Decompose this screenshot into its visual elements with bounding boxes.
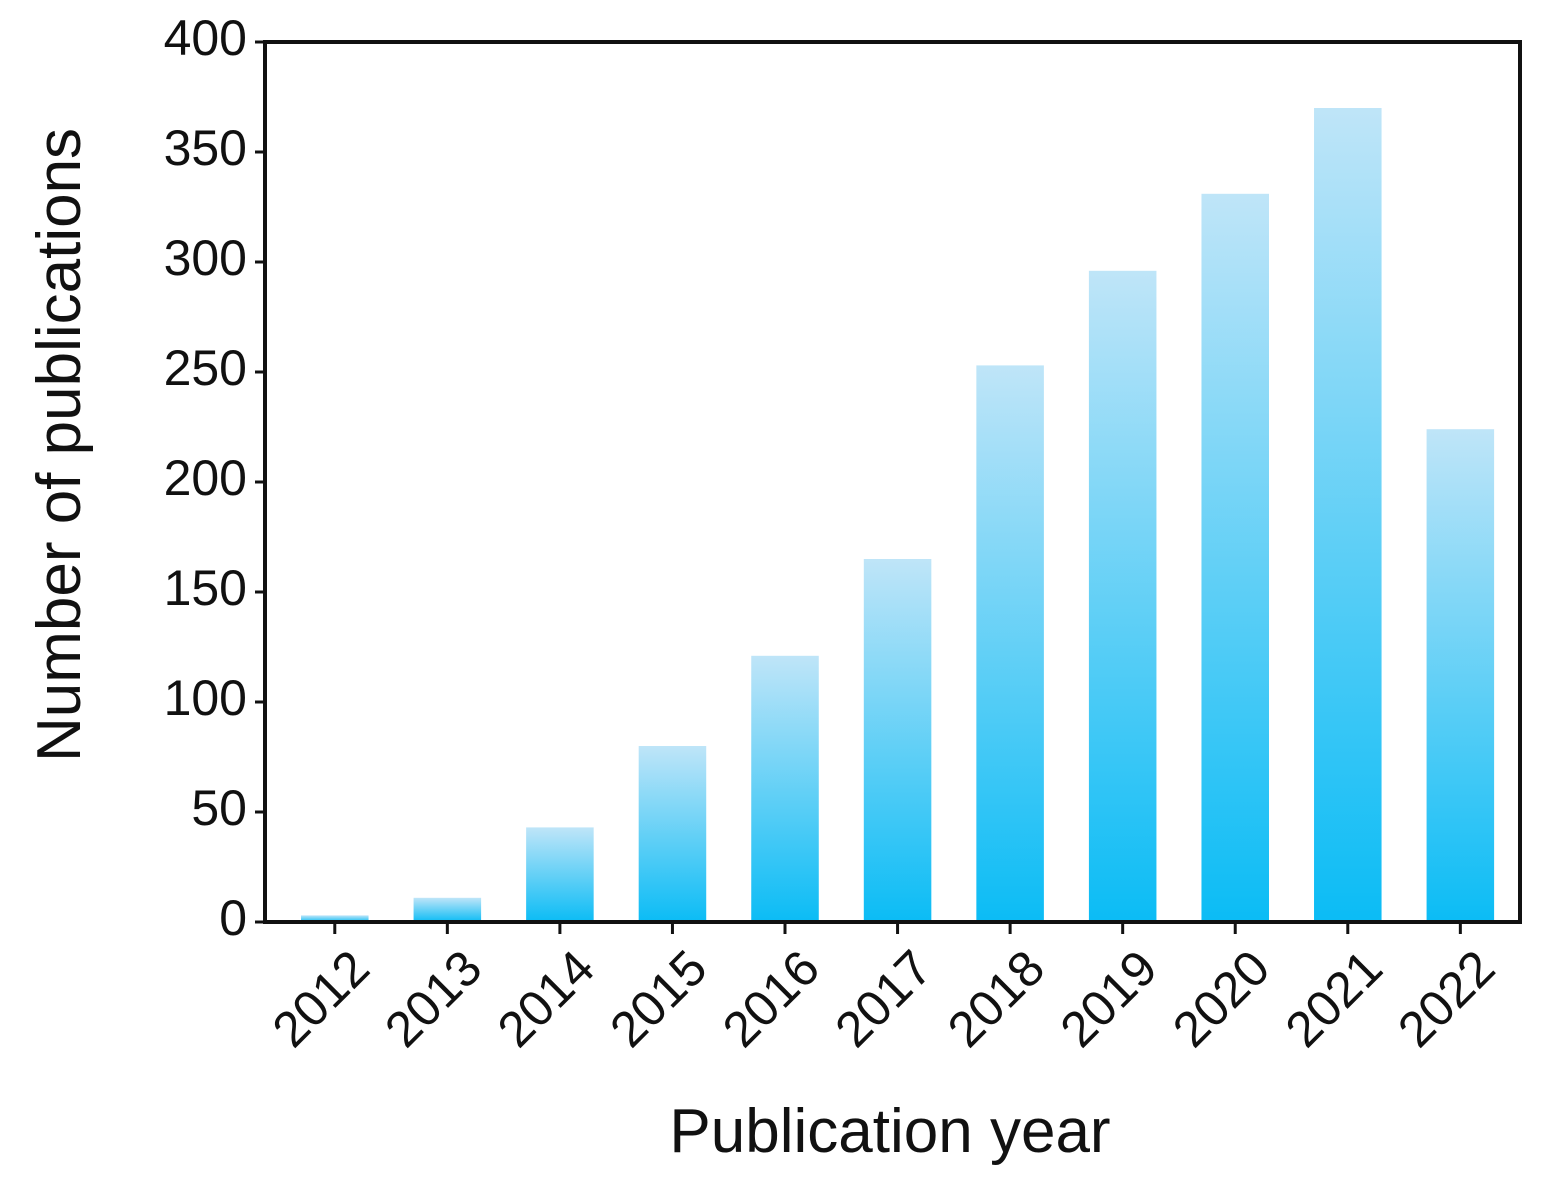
x-tick-label: 2020 — [1162, 940, 1280, 1058]
y-tick-label: 0 — [219, 890, 247, 946]
x-tick-label: 2016 — [712, 940, 830, 1058]
y-axis-title: Number of publications — [25, 128, 94, 762]
y-tick-label: 400 — [164, 10, 247, 66]
y-tick-label: 350 — [164, 120, 247, 176]
x-tick-label: 2022 — [1387, 940, 1505, 1058]
y-tick-label: 250 — [164, 340, 247, 396]
bar — [1426, 429, 1495, 922]
bar — [413, 897, 482, 922]
bar — [976, 365, 1044, 922]
x-tick-label: 2018 — [937, 940, 1055, 1058]
bar — [1088, 270, 1157, 922]
plot-frame — [263, 40, 1522, 924]
bar — [751, 655, 819, 922]
bar — [863, 559, 932, 922]
x-tick-label: 2021 — [1275, 940, 1393, 1058]
bar — [1314, 108, 1382, 922]
bar — [301, 915, 369, 922]
bar — [1201, 193, 1269, 923]
y-tick-label: 200 — [164, 450, 247, 506]
y-tick-label: 50 — [191, 780, 247, 836]
y-tick-label: 100 — [164, 670, 247, 726]
y-tick-label: 150 — [164, 560, 247, 616]
x-tick-label: 2017 — [824, 940, 942, 1058]
bar — [526, 827, 594, 922]
bar — [638, 746, 707, 922]
x-tick-label: 2019 — [1050, 940, 1168, 1058]
x-axis-title: Publication year — [669, 1097, 1110, 1166]
y-tick-label: 300 — [164, 230, 247, 286]
x-tick-label: 2012 — [262, 940, 380, 1058]
x-tick-label: 2014 — [487, 940, 605, 1058]
x-tick-label: 2013 — [374, 940, 492, 1058]
x-tick-label: 2015 — [599, 940, 717, 1058]
